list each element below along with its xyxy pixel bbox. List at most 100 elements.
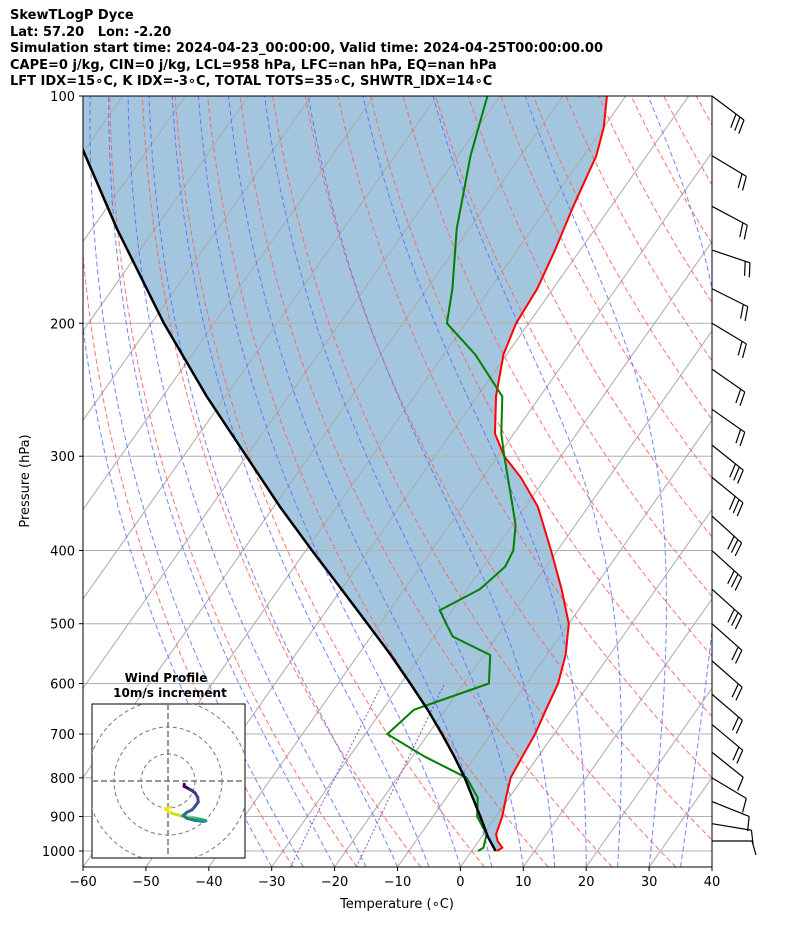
x-tick-label: −10 <box>384 875 411 890</box>
dry-adiabat-line <box>467 96 712 538</box>
x-tick-label: 30 <box>641 875 658 890</box>
y-axis-label: Pressure (hPa) <box>18 434 33 527</box>
dry-adiabat-line <box>695 96 712 127</box>
y-tick-label: 500 <box>50 618 75 633</box>
hodograph-inset: Wind Profile 10m/s increment <box>91 671 246 859</box>
dry-adiabat-line <box>761 96 794 867</box>
wind-barb <box>711 322 747 359</box>
wind-barb <box>712 840 757 856</box>
wind-barb <box>711 288 749 322</box>
dry-adiabat-line <box>598 96 712 304</box>
moist-adiabat-line <box>171 96 430 867</box>
hodograph-title: Wind Profile <box>125 671 208 685</box>
mixing-ratio-lines <box>290 683 446 867</box>
dry-adiabat-line <box>304 96 712 841</box>
x-tick-label: −60 <box>69 875 96 890</box>
title-indices-line: LFT IDX=15∘C, K IDX=-3∘C, TOTAL TOTS=35∘… <box>10 74 493 89</box>
wind-barb <box>711 368 746 407</box>
isotherm-line <box>397 419 712 867</box>
wind-barb <box>711 476 744 517</box>
wind-barb <box>711 205 748 240</box>
dry-adiabat-line <box>174 96 485 867</box>
dry-adiabat-line <box>402 96 712 657</box>
y-tick-label: 300 <box>50 450 75 465</box>
y-tick-label: 100 <box>50 90 75 105</box>
isotherm-line <box>83 96 186 243</box>
x-tick-label: −50 <box>132 875 159 890</box>
profile-lines <box>83 96 608 852</box>
dry-adiabat-line <box>565 96 712 362</box>
dry-adiabat-line <box>337 96 712 779</box>
dry-adiabat-line <box>435 96 712 598</box>
cin-area <box>83 96 607 851</box>
chart-header: SkewTLogP Dyce Lat: 57.20 Lon: -2.20 Simul… <box>10 8 603 91</box>
x-tick-label: 0 <box>456 875 464 890</box>
wind-barb <box>711 623 743 664</box>
wind-barb <box>711 95 745 134</box>
wind-barb <box>711 444 744 484</box>
wind-barb <box>711 588 743 630</box>
moist-adiabat-line <box>711 863 712 867</box>
isotherm-line <box>334 330 712 867</box>
dry-adiabat-line <box>141 96 422 867</box>
wind-barbs <box>711 95 757 856</box>
y-tick-label: 1000 <box>42 845 75 860</box>
moist-adiabat-line <box>83 323 273 867</box>
wind-barb <box>711 751 744 791</box>
hodograph-subtitle: 10m/s increment <box>113 686 227 700</box>
wind-barb <box>711 660 743 701</box>
moist-adiabat-line <box>307 96 556 867</box>
moist-adiabat-line <box>197 96 461 867</box>
x-tick-label: −20 <box>321 875 348 890</box>
moist-adiabat-line <box>148 96 398 867</box>
title-times: Simulation start time: 2024-04-23_00:00:… <box>10 41 603 56</box>
wind-barb <box>711 693 743 734</box>
dry-adiabat-line <box>272 96 677 867</box>
dry-adiabat-line <box>207 96 549 867</box>
isotherm-line <box>83 96 375 511</box>
y-tick-label: 200 <box>50 317 75 332</box>
wind-barb <box>711 724 744 764</box>
y-tick-label: 900 <box>50 810 75 825</box>
x-tick-label: −40 <box>195 875 222 890</box>
title-cape-line: CAPE=0 j/kg, CIN=0 j/kg, LCL=958 hPa, LF… <box>10 57 497 73</box>
x-axis-ticks: −60 −50 −40 −30 −20 −10 0 10 20 30 40 <box>69 867 720 890</box>
mixing-ratio-line <box>355 683 446 867</box>
dry-adiabat-line <box>109 96 358 867</box>
x-tick-label: 20 <box>578 875 595 890</box>
y-axis-ticks: 100 200 300 400 500 600 700 800 900 1000 <box>42 90 83 860</box>
isotherm-line <box>459 508 712 867</box>
dry-adiabats <box>83 96 794 867</box>
isotherm-line <box>711 866 712 867</box>
y-tick-label: 600 <box>50 678 75 693</box>
isotherm-line <box>271 240 712 867</box>
wind-barb <box>711 515 743 557</box>
x-tick-label: 10 <box>515 875 532 890</box>
temperature-line <box>493 96 608 852</box>
title-location: Lat: 57.20 Lon: -2.20 <box>10 24 172 40</box>
mixing-ratio-line <box>290 683 383 867</box>
dry-adiabat-line <box>663 96 712 186</box>
isotherm-line <box>83 96 312 422</box>
dewpoint-line <box>385 96 517 852</box>
dry-adiabat-line <box>239 96 613 867</box>
isotherm-line <box>83 96 501 690</box>
wind-barb <box>711 408 746 447</box>
wind-barb <box>711 249 751 278</box>
cape-cin-shade <box>83 96 607 851</box>
parcel-line <box>83 146 497 852</box>
moist-adiabats <box>83 96 712 867</box>
x-tick-label: −30 <box>258 875 285 890</box>
title-station: SkewTLogP Dyce <box>10 8 134 23</box>
x-axis-label: Temperature (∘C) <box>339 897 454 912</box>
y-tick-label: 800 <box>50 772 75 787</box>
moist-adiabat-line <box>108 96 336 867</box>
moist-adiabat-line <box>228 96 493 867</box>
moist-adiabat-line <box>127 96 367 867</box>
wind-barb <box>711 155 747 191</box>
isotherm-line <box>585 687 712 867</box>
moist-adiabat-line <box>89 96 304 867</box>
wind-barb <box>711 777 747 813</box>
dry-adiabat-line <box>83 248 294 867</box>
